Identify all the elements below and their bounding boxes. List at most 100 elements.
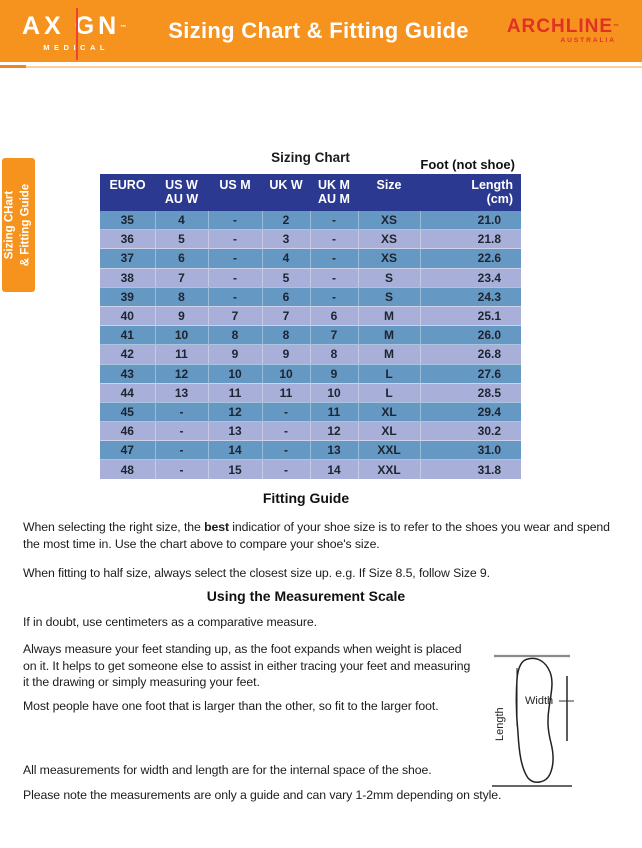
table-row: 41 10 8 8 7 M 26.0 — [100, 325, 521, 345]
size-cell: XL — [357, 401, 420, 422]
paragraph-text: When selecting the right size, the — [23, 520, 205, 534]
size-cell: - — [261, 401, 310, 422]
size-cell: 35 — [100, 211, 155, 230]
size-cell: 8 — [261, 325, 310, 345]
size-cell: XXL — [357, 459, 420, 479]
table-row: 44 13 11 11 10 L 28.5 — [100, 382, 521, 403]
size-cell: 10 — [207, 363, 262, 384]
size-cell: - — [154, 440, 208, 460]
underline-left-segment — [0, 65, 26, 68]
size-cell: - — [309, 267, 358, 288]
archline-name: ARCHLINE — [506, 16, 613, 37]
size-cell: 46 — [100, 421, 155, 441]
size-cell: M — [357, 305, 420, 326]
size-cell: - — [261, 459, 310, 479]
axign-logo: AX GN ™ MEDICAL — [22, 7, 130, 60]
size-cell: 28.5 — [419, 382, 521, 403]
header-underline — [0, 65, 642, 68]
size-cell: L — [357, 382, 420, 403]
size-cell: 40 — [100, 305, 155, 326]
size-cell: 13 — [154, 382, 208, 403]
trademark-symbol: ™ — [613, 24, 620, 30]
size-cell: 11 — [309, 401, 358, 422]
table-row: 48-15-14 XXL 31.8 — [100, 459, 521, 479]
size-cell: 3 — [261, 229, 310, 249]
column-header: UK M AU M — [310, 174, 358, 211]
size-cell: 5 — [154, 229, 208, 249]
size-cell: 47 — [100, 440, 155, 460]
size-cell: 24.3 — [419, 286, 521, 307]
size-cell: 48 — [100, 459, 155, 479]
size-cell: XXL — [357, 440, 420, 460]
size-cell: 36 — [100, 229, 155, 249]
size-cell: M — [357, 344, 420, 364]
table-row: 45-12-11 XL 29.4 — [100, 401, 521, 422]
size-cell: 21.8 — [419, 229, 521, 249]
sizing-chart-section: Sizing Chart Foot (not shoe) EURO US W AU… — [100, 150, 521, 479]
size-cell: 37 — [100, 248, 155, 269]
size-cell: 43 — [100, 363, 155, 384]
table-row: 47-14-13 XXL 31.0 — [100, 440, 521, 460]
size-cell: 14 — [207, 440, 262, 460]
axign-wordmark-left: AX — [22, 11, 65, 40]
foot-measurement-diagram: Width Length — [492, 654, 574, 787]
size-cell: - — [207, 211, 262, 230]
size-cell: 13 — [309, 440, 358, 460]
size-cell: - — [207, 248, 262, 269]
table-row: 42 11 9 9 8 M 26.8 — [100, 344, 521, 364]
column-header: UK W — [262, 174, 310, 211]
size-cell: 25.1 — [419, 305, 521, 326]
size-cell: M — [357, 325, 420, 345]
size-cell: 31.0 — [419, 440, 521, 460]
table-row: 36 5-3- XS 21.8 — [100, 229, 521, 249]
size-cell: 12 — [309, 421, 358, 441]
size-cell: 10 — [261, 363, 310, 384]
fitting-guide-paragraph-1: When selecting the right size, the best … — [23, 519, 623, 552]
size-cell: - — [207, 267, 262, 288]
column-header: EURO — [100, 174, 155, 211]
table-row: 39 8-6- S 24.3 — [100, 286, 521, 307]
size-cell: 8 — [207, 325, 262, 345]
size-cell: 8 — [309, 344, 358, 364]
axign-wordmark-right: GN — [74, 11, 121, 40]
size-cell: 21.0 — [419, 211, 521, 230]
size-cell: 12 — [154, 363, 208, 384]
size-cell: - — [309, 211, 358, 230]
size-cell: - — [154, 421, 208, 441]
table-row: 43 12 10 10 9 L 27.6 — [100, 363, 521, 384]
size-cell: 41 — [100, 325, 155, 345]
size-cell: 27.6 — [419, 363, 521, 384]
size-cell: 11 — [261, 382, 310, 403]
size-cell: 44 — [100, 382, 155, 403]
size-cell: - — [207, 229, 262, 249]
size-cell: 26.0 — [419, 325, 521, 345]
size-cell: 31.8 — [419, 459, 521, 479]
size-cell: 5 — [261, 267, 310, 288]
archline-logo: ARCHLINE™ AUSTRALIA — [506, 16, 620, 44]
size-cell: 29.4 — [419, 401, 521, 422]
measurement-heading: Using the Measurement Scale — [206, 588, 406, 604]
size-cell: - — [207, 286, 262, 307]
measurement-paragraph-4: All measurements for width and length ar… — [23, 763, 432, 777]
size-cell: 15 — [207, 459, 262, 479]
size-cell: S — [357, 267, 420, 288]
length-label: Length — [494, 707, 506, 741]
fitting-guide-paragraph-2: When fitting to half size, always select… — [23, 566, 490, 580]
archline-australia-label: AUSTRALIA — [560, 37, 616, 44]
foot-not-shoe-note: Foot (not shoe) — [420, 157, 515, 172]
size-cell: 11 — [207, 382, 262, 403]
size-cell: 4 — [261, 248, 310, 269]
size-cell: 7 — [309, 325, 358, 345]
size-cell: - — [154, 401, 208, 422]
axign-letter-i-gap — [65, 13, 75, 41]
column-header: US M — [208, 174, 262, 211]
paragraph-text: indicatior of your shoe size is to refer… — [23, 520, 610, 551]
size-cell: 7 — [207, 305, 262, 326]
fitting-guide-heading: Fitting Guide — [262, 490, 350, 506]
axign-wordmark: AX GN ™ — [22, 13, 130, 41]
table-row: 37 6-4- XS 22.6 — [100, 248, 521, 269]
size-cell: 30.2 — [419, 421, 521, 441]
table-row: 40 9 7 7 6 M 25.1 — [100, 305, 521, 326]
size-cell: 6 — [261, 286, 310, 307]
